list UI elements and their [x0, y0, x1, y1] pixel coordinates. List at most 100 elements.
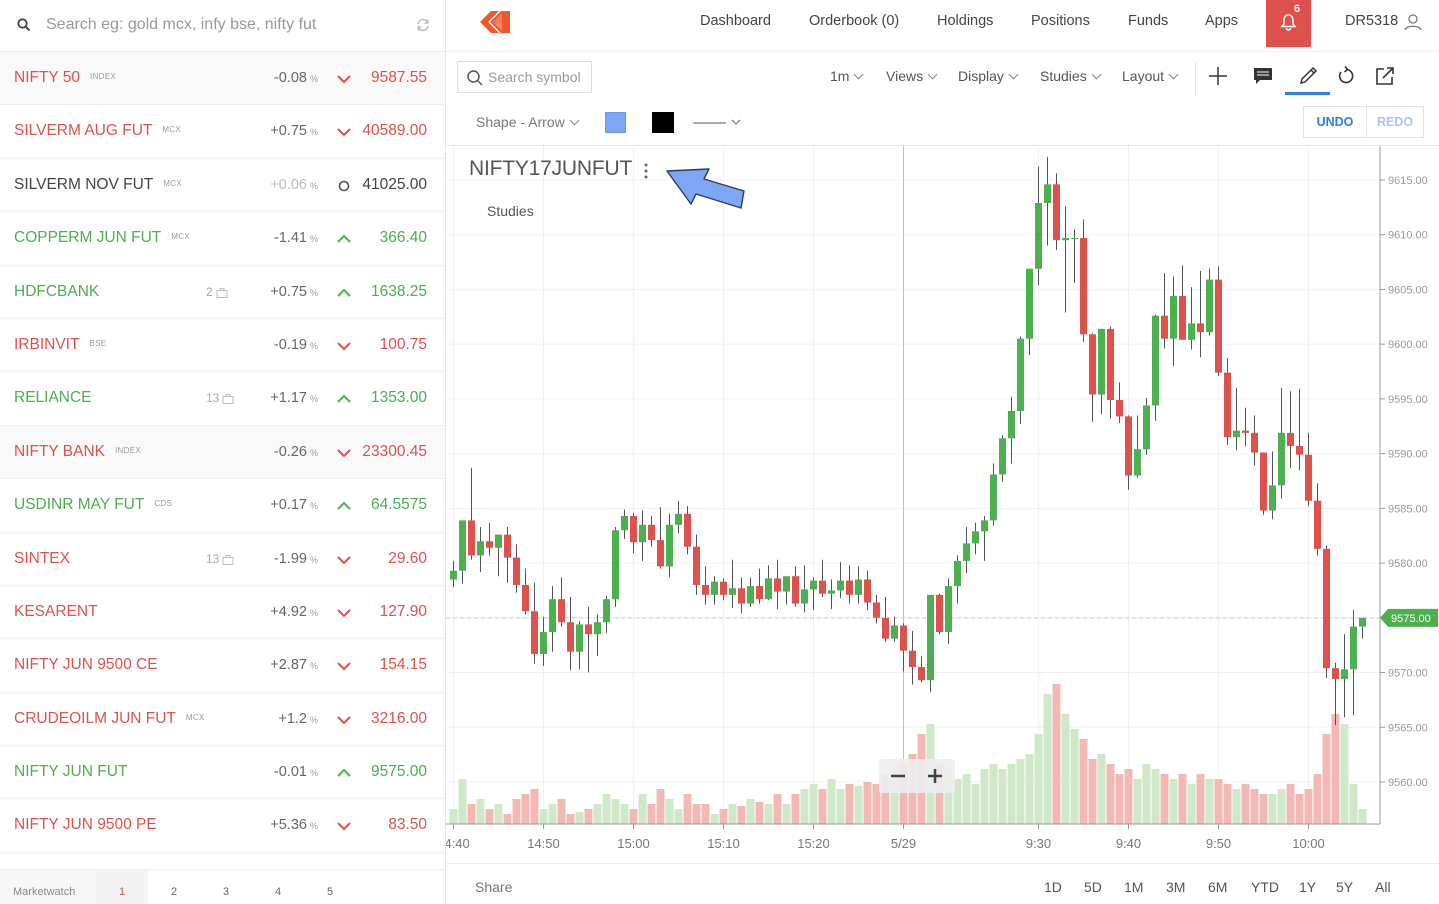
watchlist-row[interactable]: IRBINVIT BSE -0.19% 100.75 [0, 319, 445, 373]
volume-bar [746, 799, 755, 824]
watchlist-row[interactable]: SILVERM NOV FUT MCX +0.06% 41025.00 [0, 159, 445, 213]
range-5y[interactable]: 5Y [1336, 879, 1354, 895]
pencil-icon[interactable] [1297, 65, 1319, 87]
change-percent: -0.01% [273, 764, 318, 781]
watchlist-row[interactable]: KESARENT +4.92% 127.90 [0, 586, 445, 640]
nav-orderbook[interactable]: Orderbook (0) [809, 13, 900, 29]
range-ytd[interactable]: YTD [1251, 879, 1279, 895]
refresh-icon[interactable] [414, 16, 432, 34]
studies-legend[interactable]: Studies [487, 203, 534, 219]
watchlist-row[interactable]: SILVERM AUG FUT MCX +0.75% 40589.00 [0, 105, 445, 159]
candle-body [882, 617, 889, 639]
shape-dropdown[interactable]: Shape - Arrow [476, 114, 580, 130]
range-5d[interactable]: 5D [1084, 879, 1102, 895]
range-3m[interactable]: 3M [1166, 879, 1186, 895]
watchlist-row[interactable]: HDFCBANK 2 +0.75% 1638.25 [0, 266, 445, 319]
volume-bar [1178, 774, 1187, 824]
candle-body [990, 474, 997, 521]
range-1y[interactable]: 1Y [1299, 879, 1317, 895]
volume-bar [710, 814, 719, 824]
volume-bar [548, 804, 557, 824]
volume-bar [620, 804, 629, 824]
nav-dashboard[interactable]: Dashboard [700, 13, 771, 29]
volume-bar [557, 799, 566, 824]
volume-bar [881, 774, 890, 824]
kite-logo[interactable] [479, 11, 511, 33]
crosshair-icon[interactable] [1207, 65, 1229, 87]
layout-dropdown[interactable]: Layout [1122, 68, 1179, 84]
marketwatch-tab-3[interactable]: 3 [222, 886, 230, 898]
bell-icon [1280, 14, 1297, 31]
candle-body [459, 520, 466, 571]
notifications-button[interactable]: 6 [1266, 0, 1311, 47]
price-chart[interactable]: 9560.00 9565.00 9570.00 9575.00 9580.00 9585.… [446, 146, 1439, 863]
symbol-search [457, 61, 592, 93]
line-style-dropdown[interactable] [693, 114, 743, 132]
candle-body [612, 530, 619, 600]
watchlist-row[interactable]: SINTEX 13 -1.99% 29.60 [0, 533, 445, 586]
watchlist-row[interactable]: NIFTY JUN 9500 PE +5.36% 83.50 [0, 799, 445, 853]
nav-funds[interactable]: Funds [1128, 13, 1169, 29]
chevron-down-icon [337, 555, 351, 564]
marketwatch-tab-1[interactable]: 1 [96, 870, 148, 904]
user-menu[interactable]: DR5318 [1345, 13, 1422, 31]
views-dropdown[interactable]: Views [886, 68, 938, 84]
candle-body [531, 611, 538, 654]
fill-color-swatch[interactable] [605, 112, 626, 133]
watchlist-row[interactable]: NIFTY JUN FUT -0.01% 9575.00 [0, 746, 445, 800]
watchlist-row[interactable]: COPPERM JUN FUT MCX -1.41% 366.40 [0, 212, 445, 266]
marketwatch-tab-4[interactable]: 4 [274, 886, 282, 898]
y-tick-label: 9580.00 [1388, 558, 1428, 570]
chart-area[interactable]: 9560.00 9565.00 9570.00 9575.00 9580.00 9585.… [446, 146, 1439, 863]
popout-icon[interactable] [1374, 65, 1396, 87]
chevron-down-icon [337, 609, 351, 618]
interval-dropdown[interactable]: 1m [830, 68, 864, 84]
candle-body [1206, 279, 1213, 333]
watchlist-row[interactable]: NIFTY 50 INDEX -0.08% 9587.55 [0, 52, 445, 106]
range-6m[interactable]: 6M [1208, 879, 1228, 895]
nav-positions[interactable]: Positions [1031, 13, 1090, 29]
display-dropdown[interactable]: Display [958, 68, 1019, 84]
instrument-name: SILVERM AUG FUT MCX [14, 122, 182, 140]
instrument-search-input[interactable] [46, 12, 396, 38]
volume-bar [1205, 779, 1214, 824]
zoom-in-button[interactable] [917, 759, 955, 793]
watchlist-row[interactable]: RELIANCE 13 +1.17% 1353.00 [0, 372, 445, 426]
marketwatch-tab-5[interactable]: 5 [326, 886, 334, 898]
watchlist-row[interactable]: CRUDEOILM JUN FUT MCX +1.2% 3216.00 [0, 693, 445, 747]
nav-holdings[interactable]: Holdings [937, 13, 994, 29]
volume-bar [1295, 794, 1304, 824]
instrument-name: RELIANCE [14, 389, 92, 407]
candle-body [918, 667, 925, 681]
volume-bar [980, 769, 989, 824]
symbol-search-input[interactable] [488, 67, 588, 87]
studies-dropdown[interactable]: Studies [1040, 68, 1102, 84]
range-1m[interactable]: 1M [1124, 879, 1144, 895]
redo-button[interactable]: REDO [1367, 106, 1424, 138]
comment-icon[interactable] [1252, 65, 1274, 87]
range-all[interactable]: All [1375, 879, 1391, 895]
candle-body [702, 584, 709, 595]
nav-apps[interactable]: Apps [1205, 13, 1239, 29]
chevron-up-icon [337, 394, 351, 404]
candle-body [1062, 238, 1069, 241]
watchlist-row[interactable]: USDINR MAY FUT CDS +0.17% 64.5575 [0, 479, 445, 533]
reset-icon[interactable] [1335, 65, 1357, 87]
more-options-icon[interactable] [642, 162, 650, 180]
watchlist-row[interactable]: NIFTY JUN 9500 CE +2.87% 154.15 [0, 639, 445, 693]
share-button[interactable]: Share [475, 879, 513, 895]
watchlist-row[interactable]: NIFTY BANK INDEX -0.26% 23300.45 [0, 425, 445, 480]
undo-button[interactable]: UNDO [1303, 106, 1367, 138]
candle-body [468, 520, 475, 556]
zoom-out-button[interactable] [879, 759, 917, 793]
instrument-name: HDFCBANK [14, 282, 100, 300]
x-tick-label: 5/29 [891, 836, 916, 851]
exchange-tag: MCX [185, 712, 205, 722]
volume-bar [602, 794, 611, 824]
line-color-swatch[interactable] [652, 112, 674, 133]
volume-bar [836, 789, 845, 824]
volume-bar [503, 814, 512, 824]
x-tick-label: 14:50 [527, 836, 560, 851]
marketwatch-tab-2[interactable]: 2 [170, 886, 178, 898]
range-1d[interactable]: 1D [1044, 879, 1062, 895]
